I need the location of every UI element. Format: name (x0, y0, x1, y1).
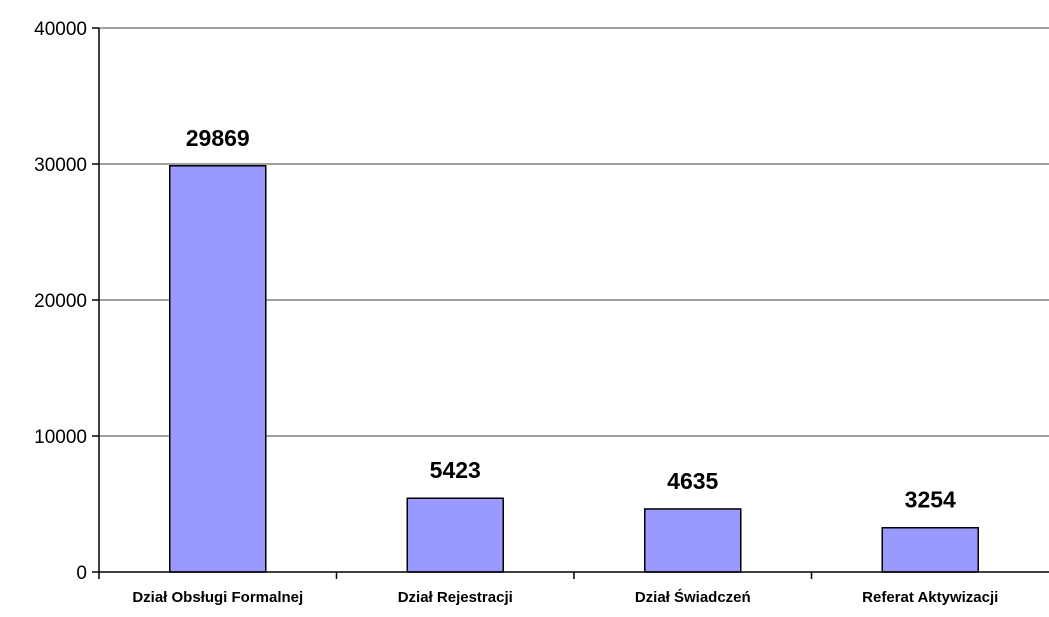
bar-value-label: 4635 (667, 468, 718, 494)
bar (169, 165, 267, 573)
y-tick-label: 30000 (34, 155, 87, 176)
x-category-label: Dział Obsługi Formalnej (132, 589, 303, 606)
y-tick-label: 10000 (34, 427, 87, 448)
bar-value-label: 3254 (905, 487, 956, 513)
y-tick-label: 0 (76, 563, 87, 584)
axes (92, 27, 1049, 579)
bar-value-label: 29869 (186, 125, 250, 151)
bar (406, 497, 504, 573)
y-tick-label: 40000 (34, 19, 87, 40)
bar (881, 526, 979, 573)
bar (644, 508, 742, 573)
x-category-label: Dział Rejestracji (398, 589, 513, 606)
labels: 0 10000 20000 30000 40000 29869 5423 4635 3254 Dz… (34, 19, 998, 606)
x-category-label: Dział Świadczeń (635, 588, 751, 606)
x-category-label: Referat Aktywizacji (862, 589, 998, 606)
bar-value-label: 5423 (430, 457, 481, 483)
y-tick-label: 20000 (34, 291, 87, 312)
bars (169, 165, 979, 573)
